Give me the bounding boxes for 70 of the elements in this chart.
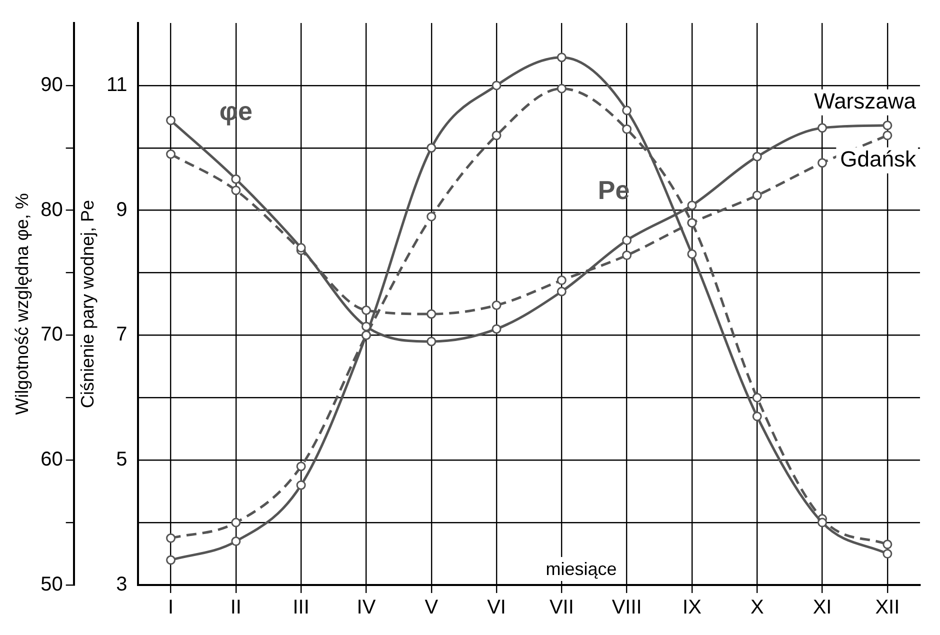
x-tick-label: II bbox=[230, 596, 242, 619]
x-tick-label: VII bbox=[549, 596, 574, 619]
point bbox=[818, 158, 828, 168]
point bbox=[492, 80, 502, 90]
point bbox=[818, 123, 828, 133]
point bbox=[166, 116, 176, 126]
point bbox=[752, 190, 762, 200]
point bbox=[426, 309, 436, 319]
point bbox=[492, 324, 502, 334]
y-tick-label: 50 bbox=[40, 574, 63, 596]
x-tick-label: III bbox=[292, 596, 310, 619]
x-tick-label: XI bbox=[812, 596, 832, 619]
y2-axis-title: Ciśnienie pary wodnej, Pe bbox=[78, 200, 98, 408]
point bbox=[296, 462, 306, 472]
point bbox=[231, 186, 241, 196]
point bbox=[426, 143, 436, 153]
x-axis-title: miesiące bbox=[546, 558, 617, 579]
point bbox=[556, 276, 566, 286]
y2-tick-label: 11 bbox=[106, 74, 128, 96]
point bbox=[361, 322, 371, 332]
point bbox=[556, 52, 566, 62]
point bbox=[882, 120, 892, 130]
point bbox=[231, 536, 241, 546]
y-tick-label: 90 bbox=[40, 74, 63, 96]
y-tick-label: 60 bbox=[40, 448, 63, 471]
x-tick-label: XII bbox=[875, 596, 900, 619]
point bbox=[687, 249, 697, 259]
point bbox=[752, 412, 762, 422]
y2-tick-label: 7 bbox=[116, 324, 128, 346]
point bbox=[752, 152, 762, 162]
x-tick-label: V bbox=[424, 596, 439, 619]
y-tick-label: 70 bbox=[40, 324, 63, 346]
point bbox=[166, 533, 176, 543]
point bbox=[426, 212, 436, 222]
y-axis-title: Wilgotność względna φe, % bbox=[12, 193, 32, 415]
point bbox=[622, 236, 632, 246]
point bbox=[166, 149, 176, 159]
series-label: Gdańsk bbox=[840, 146, 917, 172]
x-tick-label: IX bbox=[682, 596, 702, 619]
point bbox=[231, 518, 241, 528]
y-tick-label: 80 bbox=[40, 198, 63, 221]
point bbox=[622, 250, 632, 260]
point bbox=[296, 243, 306, 253]
point bbox=[752, 392, 762, 402]
point bbox=[556, 84, 566, 94]
x-tick-label: VIII bbox=[612, 596, 642, 619]
point bbox=[556, 286, 566, 296]
point bbox=[492, 130, 502, 140]
x-tick-label: X bbox=[750, 596, 764, 619]
y2-tick-label: 3 bbox=[116, 574, 128, 596]
series-label: Warszawa bbox=[814, 88, 917, 114]
point bbox=[882, 540, 892, 550]
point bbox=[882, 549, 892, 559]
point bbox=[296, 480, 306, 490]
point bbox=[166, 555, 176, 565]
point bbox=[426, 336, 436, 346]
point bbox=[622, 106, 632, 116]
x-tick-label: I bbox=[168, 596, 174, 619]
point bbox=[622, 124, 632, 134]
y2-tick-label: 5 bbox=[116, 448, 128, 471]
point bbox=[361, 305, 371, 315]
x-tick-label: VI bbox=[487, 596, 506, 619]
point bbox=[882, 130, 892, 140]
point bbox=[687, 200, 697, 210]
y2-tick-label: 9 bbox=[116, 198, 128, 221]
point bbox=[818, 518, 828, 528]
point bbox=[231, 174, 241, 184]
point bbox=[687, 218, 697, 228]
point bbox=[492, 300, 502, 310]
x-tick-label: IV bbox=[356, 596, 376, 619]
